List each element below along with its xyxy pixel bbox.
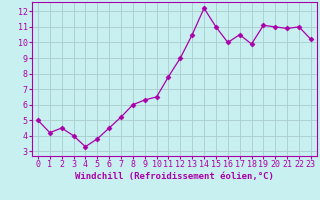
X-axis label: Windchill (Refroidissement éolien,°C): Windchill (Refroidissement éolien,°C) [75, 172, 274, 181]
